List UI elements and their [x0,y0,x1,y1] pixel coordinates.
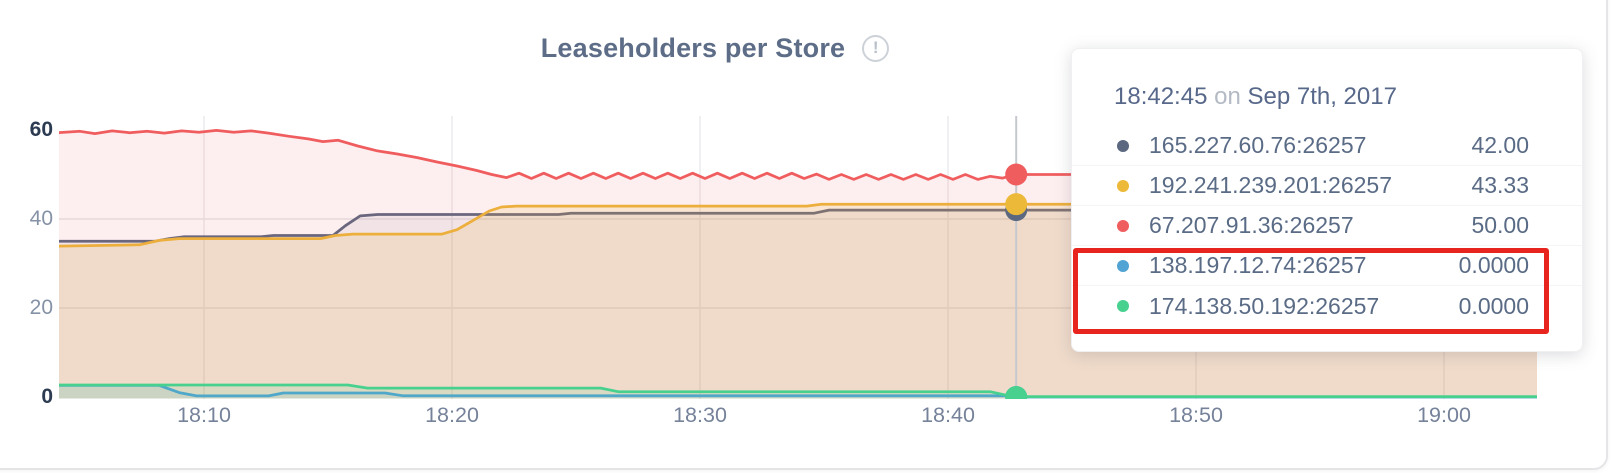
tooltip-series-row: 67.207.91.36:26257 50.00 [1072,206,1582,246]
tooltip-series-row: 174.138.50.192:26257 0.0000 [1072,286,1582,326]
y-tick-60: 60 [29,118,53,141]
series-color-dot [1117,300,1129,312]
x-tick-18:20: 18:20 [425,403,479,427]
series-name: 192.241.239.201:26257 [1149,172,1393,198]
series-name: 138.197.12.74:26257 [1149,252,1367,278]
tooltip-on: on [1214,83,1241,110]
series-color-dot [1117,259,1129,272]
series-name: 165.227.60.76:26257 [1149,132,1367,158]
tooltip-series-list: 165.227.60.76:26257 42.00 192.241.239.201:… [1072,126,1582,326]
series-value: 0.0000 [1458,292,1529,319]
tooltip-time: 18:42:45 [1114,83,1208,110]
tooltip-series-row: 192.241.239.201:26257 43.33 [1072,166,1582,206]
hover-dot [1005,193,1028,216]
chart-header: Leaseholders per Store ! [460,28,970,68]
y-tick-0: 0 [41,385,53,408]
tooltip-timestamp: 18:42:45 on Sep 7th, 2017 [1114,83,1397,111]
tooltip-series-row: 165.227.60.76:26257 42.00 [1072,126,1582,166]
page-title: Leaseholders per Store [540,32,846,63]
x-tick-18:50: 18:50 [1169,403,1223,427]
highlight-annotation-box [1073,248,1549,334]
y-tick-40: 40 [29,207,53,230]
series-value: 42.00 [1471,132,1529,158]
x-tick-18:10: 18:10 [177,403,231,427]
hover-dot [1005,163,1028,186]
series-line [59,202,1537,248]
y-tick-20: 20 [29,296,53,319]
x-tick-19:00: 19:00 [1417,403,1471,427]
series-value: 43.33 [1471,172,1529,198]
series-color-dot [1117,219,1129,232]
series-value: 0.0000 [1458,252,1529,278]
hover-dot [1005,386,1028,399]
series-name: 67.207.91.36:26257 [1149,212,1354,238]
series-color-dot [1117,139,1129,152]
tooltip-date-text: Sep 7th, 2017 [1247,83,1397,110]
series-line [59,129,1537,181]
hover-tooltip: 18:42:45 on Sep 7th, 2017 165.227.60.76:… [1071,48,1583,352]
info-icon[interactable]: ! [862,34,890,62]
series-color-dot [1117,179,1129,192]
series-name: 174.138.50.192:26257 [1149,292,1380,319]
series-value: 50.00 [1471,212,1529,238]
tooltip-series-row: 138.197.12.74:26257 0.0000 [1072,246,1582,286]
x-tick-18:40: 18:40 [921,403,975,427]
x-tick-18:30: 18:30 [673,403,727,427]
